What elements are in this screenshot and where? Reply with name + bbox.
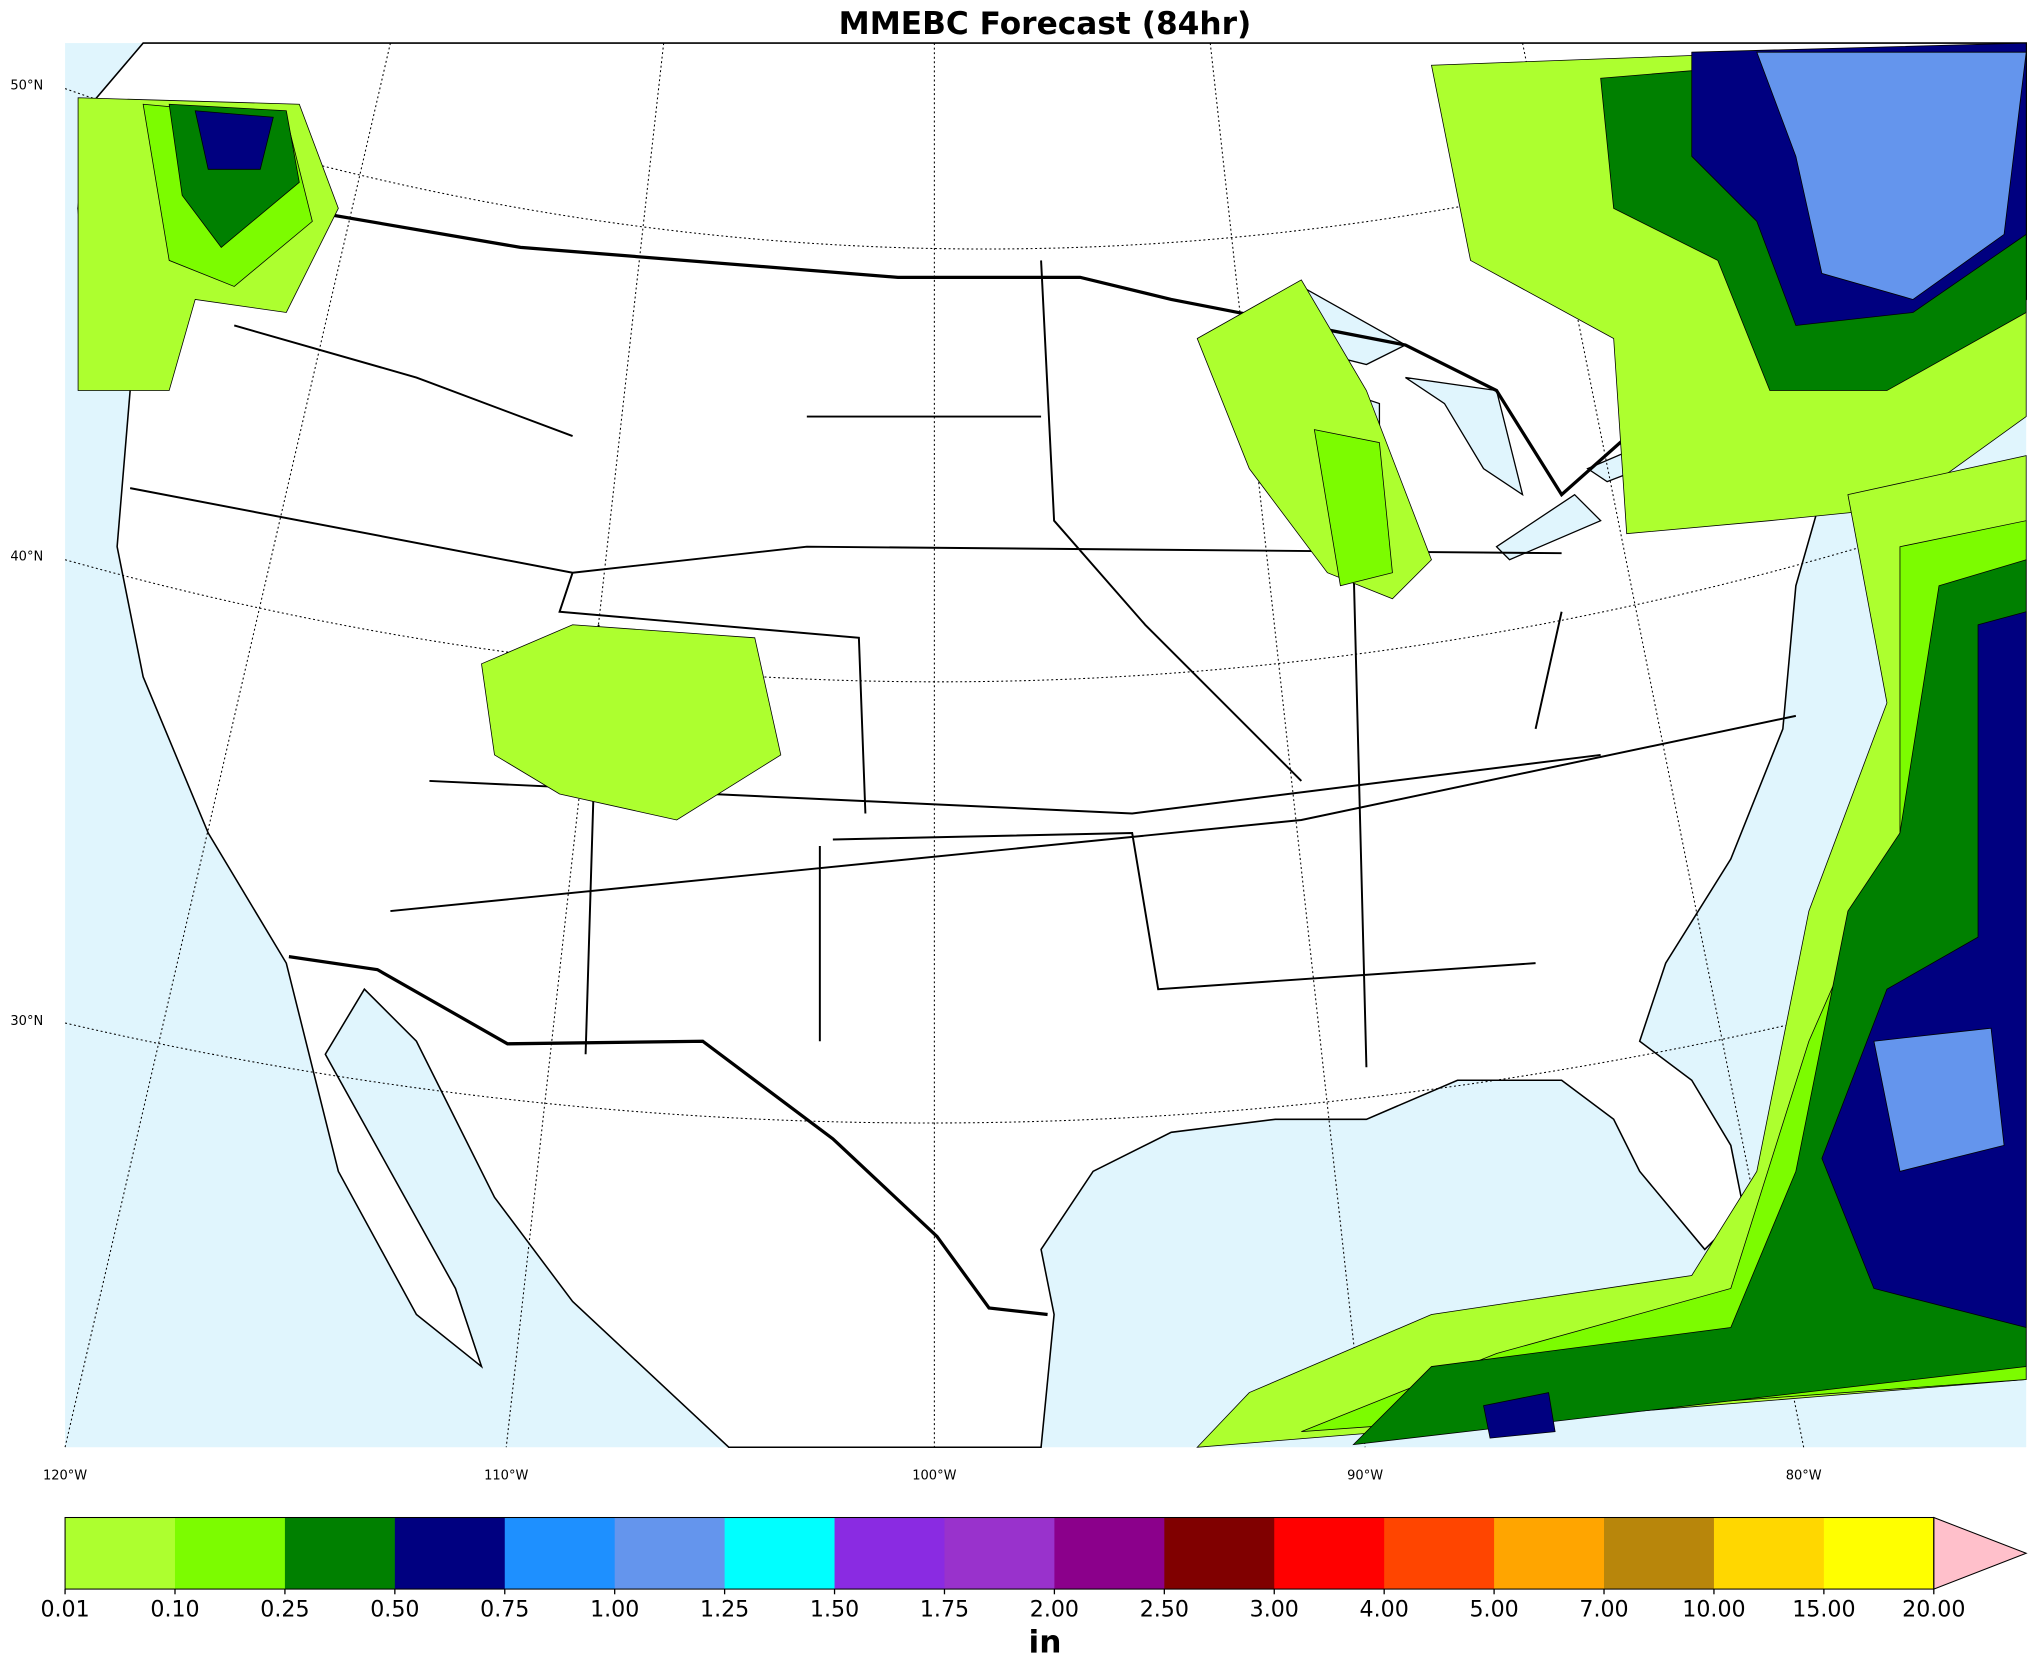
colorbar-segment: [174, 1517, 286, 1590]
borders: [129, 142, 1850, 1317]
precipitation: [77, 42, 2027, 1448]
lon-label: 120°W: [43, 1468, 87, 1483]
lat-labels: 50°N 40°N 30°N: [10, 79, 43, 1030]
colorbar-tick-label: 0.25: [260, 1596, 309, 1622]
colorbar-segment: [1823, 1517, 1935, 1590]
lon-label: 100°W: [912, 1468, 956, 1483]
colorbar-tick-label: 0.75: [480, 1596, 529, 1622]
lon-label: 110°W: [484, 1468, 528, 1483]
colorbar-tick-label: 7.00: [1579, 1596, 1628, 1622]
lat-label: 40°N: [10, 550, 43, 565]
colorbar-segment: [834, 1517, 946, 1590]
colorbar-tick-label: 0.10: [150, 1596, 199, 1622]
colorbar-tick-label: 0.50: [370, 1596, 419, 1622]
colorbar-tick-label: 1.00: [590, 1596, 639, 1622]
map-title: MMEBC Forecast (84hr): [839, 6, 1252, 42]
colorbar-segment: [284, 1517, 396, 1590]
colorbar-tick-label: 15.00: [1792, 1596, 1855, 1622]
colorbar-segment: [1604, 1517, 1715, 1590]
colorbar-segment: [1713, 1517, 1825, 1590]
colorbar-segment: [724, 1517, 836, 1590]
lat-label: 30°N: [10, 1014, 43, 1029]
lon-labels: 120°W 110°W 100°W 90°W 80°W: [43, 1468, 1822, 1483]
colorbar-tick-label: 20.00: [1902, 1596, 1965, 1622]
colorbar-extension: [1933, 1516, 2028, 1590]
colorbar-frame: [64, 1516, 1935, 1590]
colorbar-tick-label: 5.00: [1469, 1596, 1518, 1622]
map: [64, 42, 2027, 1449]
colorbar-segment: [504, 1517, 616, 1590]
colorbar-segment: [614, 1517, 726, 1590]
colorbar-tick-label: 1.75: [920, 1596, 969, 1622]
colorbar-unit: in: [1029, 1625, 1062, 1661]
colorbar-tick-label: 3.00: [1250, 1596, 1299, 1622]
colorbar-tick-label: 2.50: [1140, 1596, 1189, 1622]
colorbar-segment: [1164, 1517, 1275, 1590]
land: [77, 42, 2027, 1449]
colorbar-tick-label: 2.00: [1030, 1596, 1079, 1622]
colorbar-segment: [394, 1517, 506, 1590]
lon-label: 80°W: [1786, 1468, 1822, 1483]
colorbar-tick-label: 0.01: [40, 1596, 89, 1622]
colorbar-tick-label: 1.25: [700, 1596, 749, 1622]
colorbar-segment: [65, 1517, 176, 1590]
colorbar-segment: [1054, 1517, 1165, 1590]
lon-label: 90°W: [1347, 1468, 1383, 1483]
colorbar-segment: [1274, 1517, 1385, 1590]
colorbar-tick-label: 1.50: [810, 1596, 859, 1622]
colorbar-tick-label: 10.00: [1682, 1596, 1745, 1622]
colorbar: 0.01 0.10 0.25 0.50 0.75 1.00 1.25 1.50 1.75 2.00…: [40, 1516, 2028, 1622]
colorbar-tick-label: 4.00: [1360, 1596, 1409, 1622]
colorbar-segment: [1494, 1517, 1605, 1590]
lat-label: 50°N: [10, 79, 43, 94]
colorbar-segment: [1384, 1517, 1495, 1590]
colorbar-segment: [944, 1517, 1056, 1590]
